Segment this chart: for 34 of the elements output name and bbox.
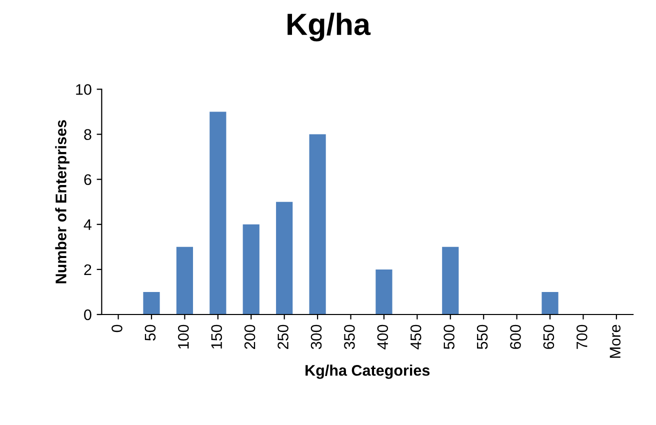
x-tick-label: 550: [476, 324, 488, 350]
x-tick-label: 150: [211, 324, 222, 349]
y-tick-label: 2: [84, 264, 92, 275]
bar: [143, 292, 160, 314]
bar: [210, 112, 226, 314]
chart-title: Kg/ha: [288, 12, 371, 42]
x-tick-label: 250: [278, 324, 288, 349]
bar: [542, 292, 558, 314]
y-tick-label: 0: [84, 309, 92, 320]
x-tick-label: 400: [377, 324, 388, 350]
x-tick-label: 50: [144, 324, 156, 341]
x-tick-label: 350: [344, 324, 355, 350]
x-tick-label: 450: [410, 324, 422, 350]
x-tick-label: 100: [178, 324, 189, 349]
y-tick-label: 10: [76, 84, 92, 95]
bar: [442, 246, 459, 314]
x-tick-label: More: [610, 324, 621, 358]
bar: [376, 269, 392, 314]
x-tick-label: 300: [310, 324, 322, 350]
bar: [309, 134, 326, 314]
x-tick-label: 650: [543, 324, 554, 349]
x-tick-label: 600: [510, 324, 521, 349]
y-axis-title: Number of Enterprises: [55, 120, 70, 284]
x-tick-label: 500: [444, 324, 454, 350]
bar: [276, 202, 293, 314]
x-tick-label: 700: [576, 324, 588, 349]
y-tick-label: 4: [84, 219, 92, 230]
y-tick-label: 6: [84, 174, 92, 186]
x-tick-label: 0: [112, 324, 122, 332]
bar: [176, 246, 194, 314]
y-tick-label: 8: [84, 129, 92, 140]
x-tick-label: 200: [244, 324, 256, 349]
x-axis-title: Kg/ha Categories: [306, 364, 430, 379]
bar: [242, 224, 260, 314]
